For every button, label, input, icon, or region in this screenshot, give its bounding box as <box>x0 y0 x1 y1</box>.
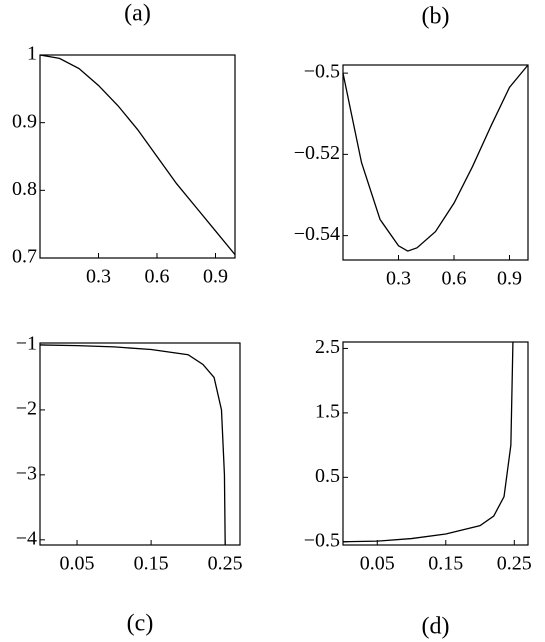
y-tick-label: 1 <box>27 43 37 65</box>
x-tick-label: 0.6 <box>442 268 467 290</box>
frame <box>342 341 529 546</box>
y-tick-label: 0.9 <box>12 110 37 132</box>
y-tick-label: 0.8 <box>12 178 37 200</box>
y-tick-label: −2 <box>16 397 37 419</box>
frame <box>39 342 241 546</box>
x-tick-label: 0.15 <box>428 553 463 575</box>
frame <box>342 64 529 261</box>
curve <box>39 344 226 546</box>
y-tick-label: −0.5 <box>304 529 340 551</box>
y-tick-label: −0.52 <box>294 142 340 164</box>
y-tick-label: −1 <box>16 333 37 355</box>
x-tick-label: 0.3 <box>86 266 111 288</box>
y-tick-label: 2.5 <box>315 336 340 358</box>
curve <box>342 341 514 543</box>
x-tick-label: 0.25 <box>208 553 243 575</box>
x-tick-label: 0.3 <box>386 268 411 290</box>
curve <box>39 54 236 256</box>
x-tick-label: 0.15 <box>134 553 169 575</box>
panel-title: (b) <box>422 4 450 30</box>
frame <box>39 54 236 259</box>
x-tick-label: 0.05 <box>60 553 95 575</box>
curve <box>342 64 529 252</box>
panel-title: (a) <box>124 1 151 27</box>
y-tick-label: 0.7 <box>12 246 37 268</box>
y-tick-label: 0.5 <box>315 465 340 487</box>
x-tick-label: 0.9 <box>497 268 522 290</box>
y-tick-label: −0.5 <box>304 61 340 83</box>
y-tick-label: −3 <box>16 462 37 484</box>
x-tick-label: 0.25 <box>497 553 532 575</box>
panel-title: (d) <box>422 614 450 640</box>
y-tick-label: 1.5 <box>315 400 340 422</box>
x-tick-label: 0.9 <box>203 266 228 288</box>
x-tick-label: 0.05 <box>360 553 395 575</box>
x-tick-label: 0.6 <box>145 266 170 288</box>
y-tick-label: −4 <box>16 527 37 549</box>
panel-title: (c) <box>127 611 154 637</box>
y-tick-label: −0.54 <box>294 223 340 245</box>
